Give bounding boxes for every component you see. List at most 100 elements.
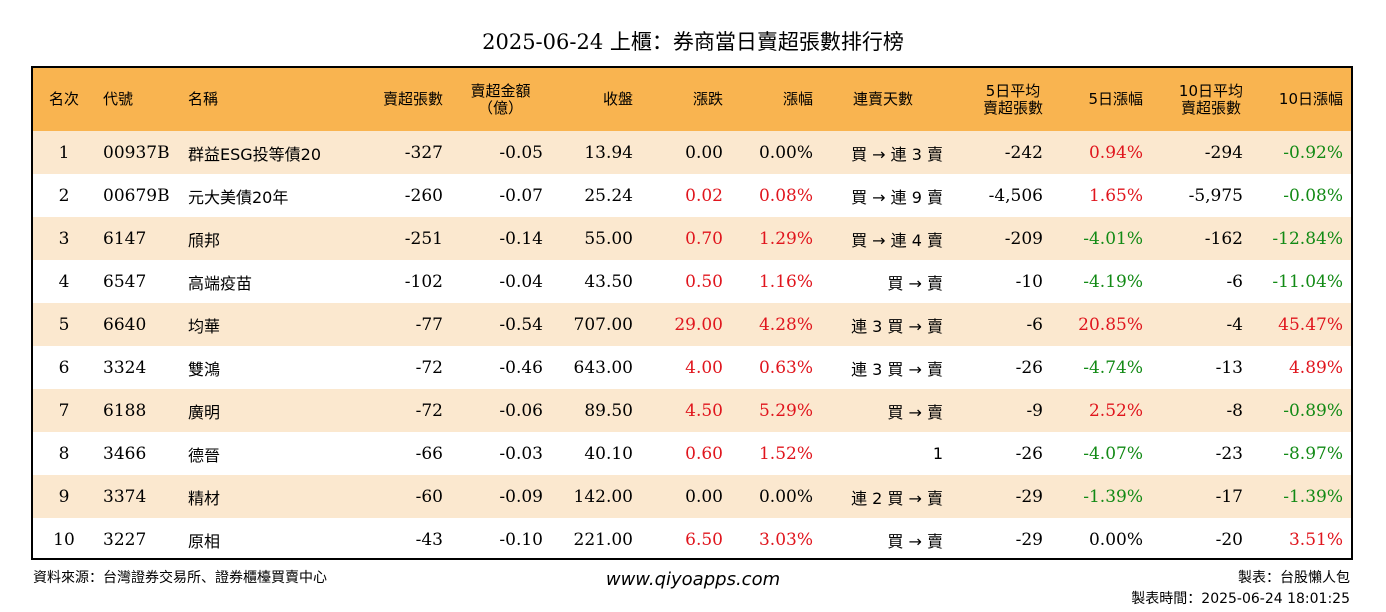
cell-amount: -0.06 — [499, 400, 543, 421]
cell-change-pct: 0.00% — [758, 486, 813, 507]
cell-amount: -0.14 — [499, 228, 543, 249]
table-row: 8 3466 德晉 -66 -0.03 40.10 0.60 1.52% 1 -26 -4.07% -… — [33, 432, 1351, 475]
cell-close: 89.50 — [584, 400, 633, 421]
cell-avg10: -5,975 — [1188, 185, 1243, 206]
header-code: 代號 — [103, 90, 134, 108]
table-row: 1 00937B 群益ESG投等債20 -327 -0.05 13.94 0.00 0.00%… — [33, 131, 1351, 174]
cell-amount: -0.54 — [499, 314, 543, 335]
cell-pct5: 0.00% — [1088, 529, 1143, 550]
cell-change-pct: 0.00% — [758, 142, 813, 163]
cell-pct10: 3.51% — [1288, 529, 1343, 550]
cell-change-pct: 1.52% — [758, 443, 813, 464]
cell-avg5: -209 — [1004, 228, 1043, 249]
cell-name: 精材 — [188, 488, 221, 508]
cell-sell-lots: -43 — [415, 529, 443, 550]
cell-close: 13.94 — [584, 142, 633, 163]
cell-amount: -0.09 — [499, 486, 543, 507]
cell-pct5: 1.65% — [1088, 185, 1143, 206]
cell-pct10: -0.89% — [1283, 400, 1343, 421]
cell-avg10: -17 — [1215, 486, 1243, 507]
cell-change-pct: 0.08% — [758, 185, 813, 206]
cell-change: 0.60 — [685, 443, 723, 464]
cell-code: 00679B — [103, 185, 170, 206]
cell-amount: -0.10 — [499, 529, 543, 550]
cell-streak: 買 → 賣 — [887, 402, 943, 422]
cell-change-pct: 0.63% — [758, 357, 813, 378]
cell-amount: -0.04 — [499, 271, 543, 292]
cell-pct10: -11.04% — [1272, 271, 1343, 292]
cell-sell-lots: -77 — [415, 314, 443, 335]
cell-avg10: -294 — [1204, 142, 1243, 163]
table-row: 4 6547 高端疫苗 -102 -0.04 43.50 0.50 1.16% 買 → 賣 -10… — [33, 260, 1351, 303]
cell-streak: 買 → 賣 — [887, 531, 943, 551]
cell-pct10: 45.47% — [1278, 314, 1343, 335]
cell-rank: 8 — [58, 443, 70, 464]
cell-pct5: -4.01% — [1083, 228, 1143, 249]
created-time: 製表時間：2025-06-24 18:01:25 — [1131, 591, 1350, 607]
header-pct10: 10日漲幅 — [1278, 90, 1343, 108]
cell-change: 0.50 — [685, 271, 723, 292]
cell-rank: 7 — [58, 400, 70, 421]
cell-avg5: -26 — [1015, 357, 1043, 378]
table-row: 7 6188 廣明 -72 -0.06 89.50 4.50 5.29% 買 → 賣 -9 2.52… — [33, 389, 1351, 432]
cell-streak: 買 → 連 3 賣 — [851, 144, 943, 164]
cell-change-pct: 1.29% — [758, 228, 813, 249]
cell-rank: 9 — [58, 486, 70, 507]
header-streak: 連賣天數 — [852, 90, 913, 108]
cell-pct5: 2.52% — [1088, 400, 1143, 421]
cell-pct10: -8.97% — [1283, 443, 1343, 464]
cell-pct10: -12.84% — [1272, 228, 1343, 249]
cell-avg5: -4,506 — [988, 185, 1043, 206]
cell-pct10: -1.39% — [1283, 486, 1343, 507]
cell-change: 0.02 — [685, 185, 723, 206]
table-row: 9 3374 精材 -60 -0.09 142.00 0.00 0.00% 連 2 買 → 賣 -… — [33, 475, 1351, 518]
cell-avg5: -9 — [1026, 400, 1043, 421]
cell-rank: 1 — [58, 142, 70, 163]
cell-change-pct: 4.28% — [758, 314, 813, 335]
header-avg5: 5日平均 賣超張數 — [982, 81, 1043, 117]
cell-avg5: -242 — [1004, 142, 1043, 163]
cell-code: 6547 — [103, 271, 147, 292]
cell-rank: 6 — [58, 357, 70, 378]
table-row: 2 00679B 元大美債20年 -260 -0.07 25.24 0.02 0.08% 買 →… — [33, 174, 1351, 217]
cell-close: 40.10 — [584, 443, 633, 464]
cell-sell-lots: -327 — [404, 142, 443, 163]
cell-rank: 2 — [58, 185, 70, 206]
cell-change: 0.00 — [685, 486, 723, 507]
site-url: www.qiyoapps.com — [605, 569, 781, 590]
cell-avg10: -4 — [1226, 314, 1243, 335]
cell-avg10: -20 — [1215, 529, 1243, 550]
cell-pct5: 0.94% — [1088, 142, 1143, 163]
cell-code: 3227 — [103, 529, 147, 550]
cell-pct5: 20.85% — [1078, 314, 1143, 335]
cell-sell-lots: -72 — [415, 400, 443, 421]
cell-pct5: -4.19% — [1083, 271, 1143, 292]
cell-avg10: -8 — [1226, 400, 1243, 421]
cell-avg5: -26 — [1015, 443, 1043, 464]
header-rank: 名次 — [48, 90, 79, 108]
cell-sell-lots: -102 — [404, 271, 443, 292]
cell-name: 高端疫苗 — [188, 273, 253, 293]
cell-avg5: -10 — [1015, 271, 1043, 292]
table-row: 3 6147 頎邦 -251 -0.14 55.00 0.70 1.29% 買 → 連 4 賣 -… — [33, 217, 1351, 260]
cell-name: 均華 — [188, 316, 221, 336]
cell-code: 6147 — [103, 228, 147, 249]
cell-close: 25.24 — [584, 185, 633, 206]
header-change: 漲跌 — [692, 90, 723, 108]
table-row: 5 6640 均華 -77 -0.54 707.00 29.00 4.28% 連 3 買 → 賣… — [33, 303, 1351, 346]
cell-rank: 4 — [58, 271, 70, 292]
cell-change-pct: 3.03% — [758, 529, 813, 550]
cell-change-pct: 5.29% — [758, 400, 813, 421]
page-title: 2025-06-24 上櫃：券商當日賣超張數排行榜 — [482, 30, 904, 54]
ranking-table: 名次 代號 名稱 賣超張數 賣超金額 （億） 收盤 漲跌 漲幅 連賣天數 5日平均 賣超張數 5日漲… — [31, 66, 1353, 560]
cell-amount: -0.46 — [499, 357, 543, 378]
cell-name: 元大美債20年 — [188, 187, 289, 207]
cell-name: 德晉 — [188, 445, 221, 465]
cell-pct10: -0.92% — [1283, 142, 1343, 163]
cell-change: 0.00 — [685, 142, 723, 163]
cell-sell-lots: -66 — [415, 443, 443, 464]
cell-change: 0.70 — [685, 228, 723, 249]
table-maker: 製表：台股懶人包 — [1238, 570, 1350, 586]
table-row: 10 3227 原相 -43 -0.10 221.00 6.50 3.03% 買 → 賣 -29 0… — [33, 518, 1351, 558]
cell-change: 4.50 — [685, 400, 723, 421]
